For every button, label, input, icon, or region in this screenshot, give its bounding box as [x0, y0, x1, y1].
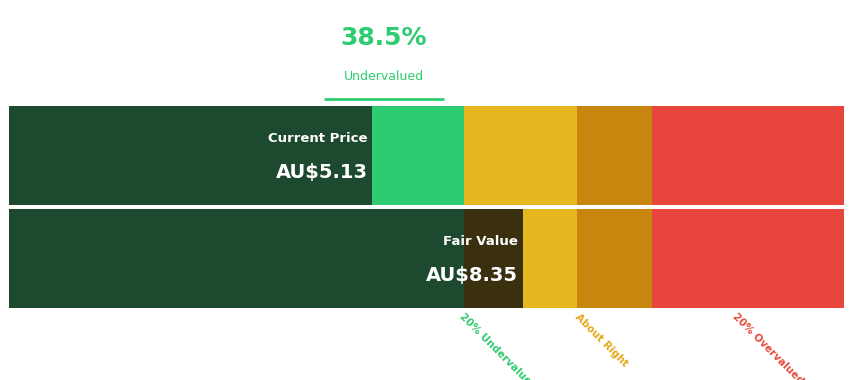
Bar: [463, 106, 576, 308]
Text: Fair Value: Fair Value: [443, 235, 518, 248]
Bar: [652, 106, 843, 308]
Text: AU$8.35: AU$8.35: [426, 266, 518, 285]
Text: Current Price: Current Price: [268, 132, 367, 145]
Bar: [9, 209, 463, 308]
Text: AU$5.13: AU$5.13: [275, 163, 367, 182]
Text: Undervalued: Undervalued: [343, 70, 423, 82]
Text: About Right: About Right: [573, 312, 629, 368]
Bar: [576, 106, 652, 308]
Text: 20% Undervalued: 20% Undervalued: [458, 312, 538, 380]
Text: 38.5%: 38.5%: [340, 26, 427, 50]
Bar: [9, 106, 463, 308]
Bar: [9, 205, 843, 209]
Bar: [463, 209, 522, 308]
Text: 20% Overvalued: 20% Overvalued: [730, 312, 804, 380]
Bar: [9, 106, 371, 205]
